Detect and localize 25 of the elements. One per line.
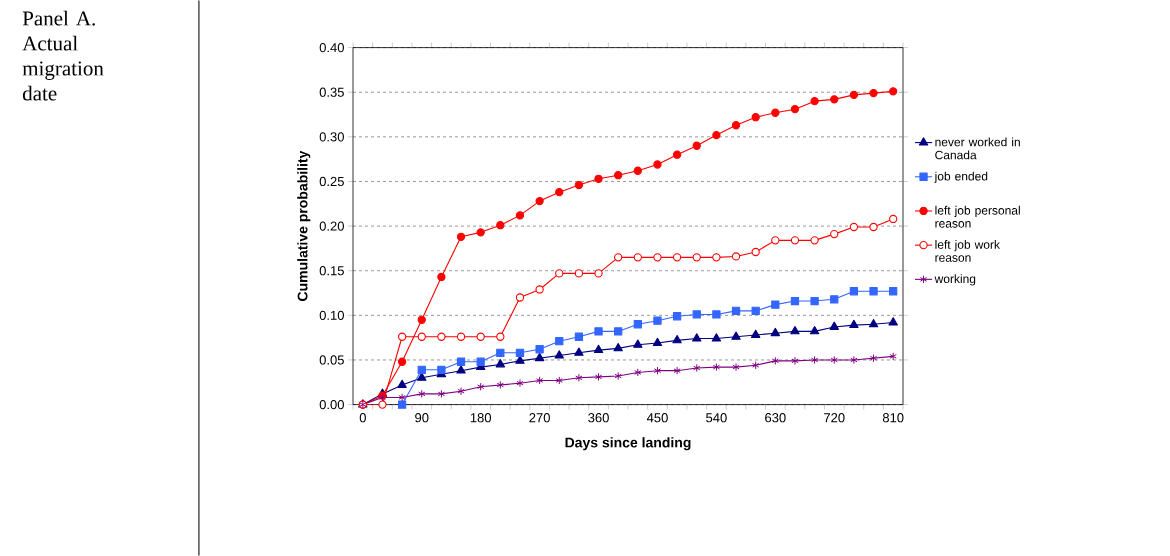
y-tick-label: 0.40 [319, 42, 344, 53]
x-tick-label: 450 [646, 413, 668, 423]
y-tick-label: 0.20 [319, 221, 344, 231]
x-tick-label: 360 [588, 413, 609, 423]
x-tick-label: 720 [824, 413, 845, 423]
y-tick-label: 0.25 [319, 176, 344, 186]
text: Panel A. Actual migration date [22, 10, 104, 101]
x-axis-title: Days since landing [565, 437, 691, 451]
y-tick-label: 0.00 [319, 399, 344, 410]
y-tick-label: 0.30 [319, 132, 344, 142]
x-tick-label: 630 [765, 413, 786, 423]
x-tick-label: 270 [529, 413, 550, 423]
y-tick-label: 0.35 [319, 87, 344, 97]
x-tick-label: 180 [470, 413, 492, 423]
y-tick-label: 0.15 [319, 266, 344, 276]
y-tick-label: 0.05 [319, 355, 344, 365]
x-tick-label: 0 [359, 413, 366, 423]
x-tick-label: 90 [415, 413, 429, 423]
legend-label: never worked in Canada [935, 137, 1020, 160]
x-tick-label: 810 [882, 413, 904, 423]
y-axis-title: Cumulative probability [297, 150, 311, 301]
y-tick-label: 0.10 [319, 310, 344, 320]
legend-label: working [934, 274, 976, 286]
x-tick-label: 540 [706, 413, 727, 423]
legend-label: job ended [934, 171, 988, 183]
